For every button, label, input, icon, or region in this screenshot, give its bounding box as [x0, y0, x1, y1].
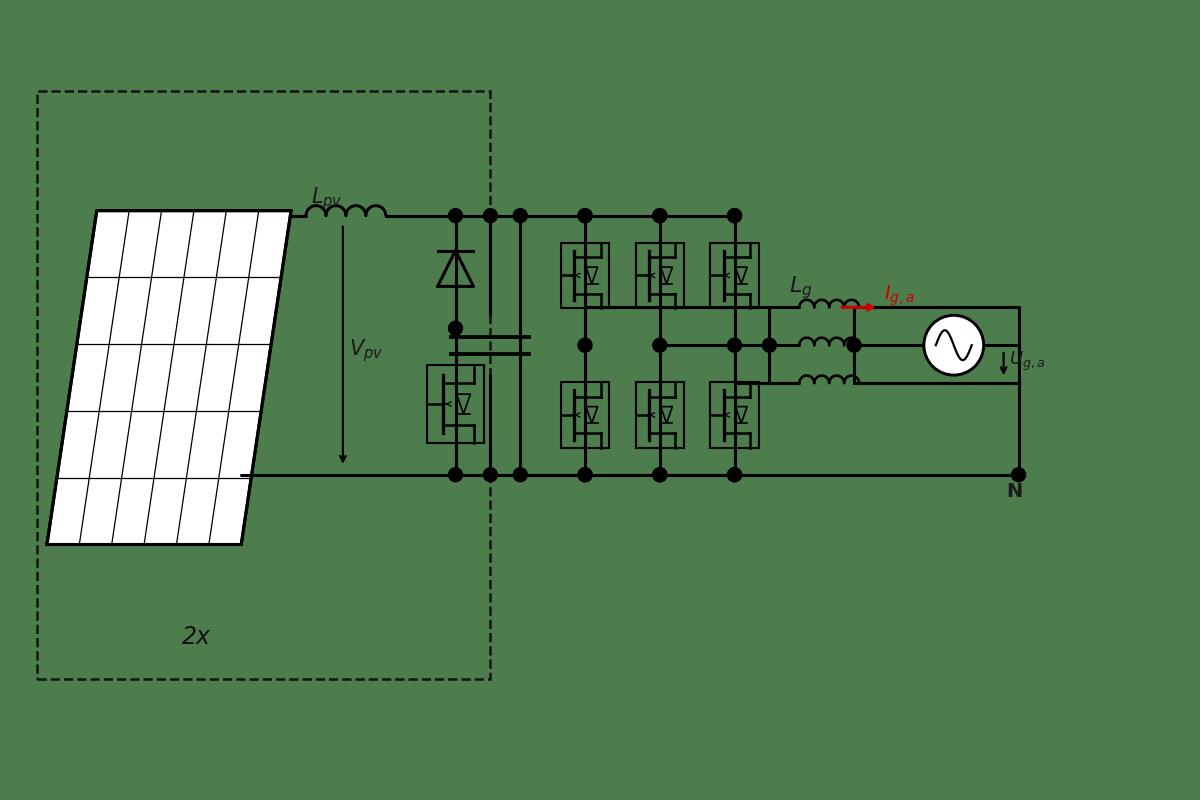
Circle shape	[727, 468, 742, 482]
Text: $L_{pv}$: $L_{pv}$	[311, 186, 343, 212]
Text: $V_{pv}$: $V_{pv}$	[349, 337, 383, 364]
Circle shape	[578, 209, 592, 222]
Text: 2x: 2x	[181, 625, 210, 649]
Circle shape	[653, 209, 667, 222]
Circle shape	[1012, 468, 1026, 482]
Circle shape	[653, 209, 667, 222]
Circle shape	[727, 468, 742, 482]
Circle shape	[727, 209, 742, 222]
Circle shape	[578, 338, 592, 352]
Circle shape	[514, 468, 527, 482]
Text: $U_{g,a}$: $U_{g,a}$	[1008, 350, 1045, 373]
Bar	[37, 91, 491, 679]
Circle shape	[653, 468, 667, 482]
Circle shape	[653, 338, 667, 352]
Circle shape	[578, 209, 592, 222]
Bar	[710, 242, 758, 308]
Circle shape	[514, 209, 527, 222]
Circle shape	[924, 315, 984, 375]
Circle shape	[449, 468, 462, 482]
Bar	[710, 382, 758, 448]
Circle shape	[484, 209, 497, 222]
Circle shape	[727, 338, 742, 352]
Bar	[636, 242, 684, 308]
Circle shape	[578, 468, 592, 482]
Text: N: N	[1007, 482, 1022, 501]
Bar	[560, 242, 610, 308]
Circle shape	[449, 322, 462, 335]
Polygon shape	[47, 210, 292, 545]
Circle shape	[578, 468, 592, 482]
Circle shape	[727, 209, 742, 222]
Circle shape	[847, 338, 862, 352]
Circle shape	[762, 338, 776, 352]
Bar	[560, 382, 610, 448]
Circle shape	[449, 209, 462, 222]
Bar	[636, 382, 684, 448]
Circle shape	[484, 468, 497, 482]
Bar	[427, 365, 484, 443]
Text: $L_g$: $L_g$	[790, 274, 812, 301]
Circle shape	[653, 468, 667, 482]
Text: $I_{g,a}$: $I_{g,a}$	[884, 283, 914, 308]
